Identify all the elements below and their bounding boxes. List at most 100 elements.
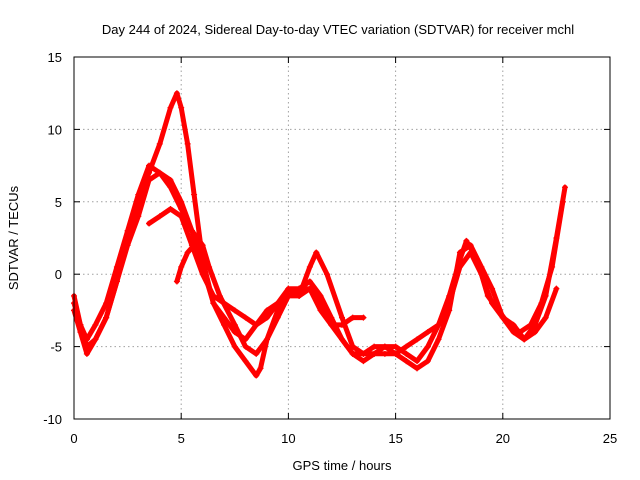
- data-point-trace-4: [403, 343, 410, 350]
- data-point-trace-4: [253, 321, 260, 328]
- data-point-trace-2: [403, 350, 410, 357]
- data-point-trace-3: [92, 336, 99, 343]
- data-point-trace-4: [424, 329, 431, 336]
- data-point-trace-2: [424, 343, 431, 350]
- data-point-trace-3: [146, 177, 153, 184]
- x-tick-label: 5: [178, 431, 185, 446]
- data-point-trace-2: [414, 358, 421, 365]
- data-point-trace-4: [510, 321, 517, 328]
- data-point-trace-3: [553, 235, 560, 241]
- data-point-trace-3: [531, 321, 538, 328]
- data-point-trace-4: [339, 336, 345, 343]
- data-point-trace-4: [371, 350, 378, 357]
- data-point-trace-2: [124, 227, 131, 234]
- data-point-trace-4: [553, 285, 560, 292]
- data-point-trace-3: [135, 213, 142, 220]
- data-point-trace-4: [199, 271, 206, 278]
- data-point-trace-1: [167, 104, 174, 111]
- data-point-trace-1: [231, 343, 238, 350]
- data-point-trace-2: [323, 271, 330, 278]
- data-point-trace-4: [167, 206, 174, 213]
- data-point-trace-3: [467, 242, 474, 249]
- data-point-trace-4: [489, 300, 496, 307]
- data-point-trace-4: [296, 285, 303, 292]
- grid-lines: [74, 57, 610, 419]
- data-point-trace-2: [306, 263, 313, 270]
- data-point-trace-3: [242, 343, 249, 350]
- data-point-trace-3: [156, 169, 163, 176]
- data-point-trace-2: [210, 300, 217, 307]
- data-point-trace-2: [146, 162, 153, 169]
- data-point-trace-2: [371, 343, 378, 350]
- data-point-trace-3: [360, 358, 367, 365]
- data-point-trace-3: [424, 358, 431, 365]
- data-point-trace-2: [463, 237, 470, 244]
- data-point-trace-2: [349, 343, 356, 350]
- y-tick-label: 0: [55, 267, 62, 282]
- y-axis-label: SDTVAR / TECUs: [6, 185, 21, 290]
- data-point-trace-3: [414, 365, 421, 372]
- series-line-trace-5: [174, 242, 210, 284]
- data-point-trace-1: [184, 140, 191, 147]
- data-point-trace-4: [446, 300, 453, 307]
- x-axis-label: GPS time / hours: [293, 458, 392, 473]
- data-point-trace-2: [221, 314, 228, 321]
- data-point-trace-1: [349, 314, 356, 321]
- data-point-trace-4: [285, 285, 292, 292]
- data-series: [71, 90, 568, 379]
- data-point-trace-4: [360, 350, 367, 357]
- data-point-trace-4: [435, 321, 442, 328]
- data-point-trace-4: [274, 300, 281, 307]
- data-point-trace-4: [317, 300, 324, 307]
- data-point-trace-2: [392, 343, 399, 350]
- data-point-trace-4: [178, 213, 185, 220]
- data-point-trace-4: [156, 213, 163, 220]
- data-point-trace-4: [467, 249, 474, 256]
- data-point-trace-5: [173, 278, 180, 285]
- data-point-trace-5: [184, 249, 191, 256]
- data-point-trace-3: [167, 184, 174, 191]
- data-point-trace-3: [456, 249, 463, 256]
- data-point-trace-1: [253, 372, 260, 379]
- data-point-trace-4: [542, 314, 549, 321]
- data-point-trace-1: [178, 104, 185, 111]
- data-point-trace-4: [414, 336, 421, 343]
- data-point-trace-5: [203, 263, 210, 270]
- data-point-trace-4: [146, 220, 153, 227]
- data-point-trace-3: [103, 314, 110, 321]
- data-point-trace-3: [285, 292, 292, 299]
- data-point-trace-1: [173, 90, 180, 97]
- data-point-trace-1: [242, 358, 249, 365]
- data-point-trace-3: [489, 285, 496, 292]
- data-point-trace-3: [188, 227, 195, 234]
- data-point-trace-1: [221, 321, 228, 328]
- data-point-trace-3: [199, 242, 206, 249]
- x-tick-label: 25: [603, 431, 617, 446]
- data-point-trace-2: [296, 292, 303, 299]
- data-point-trace-3: [124, 242, 131, 249]
- x-tick-label: 10: [281, 431, 295, 446]
- data-point-trace-5: [199, 256, 206, 263]
- data-point-trace-2: [339, 314, 345, 321]
- data-point-trace-3: [274, 314, 281, 321]
- data-point-trace-4: [231, 307, 238, 314]
- data-point-trace-3: [510, 329, 517, 336]
- data-point-trace-1: [191, 191, 198, 198]
- data-point-trace-3: [403, 358, 410, 365]
- data-point-trace-2: [135, 191, 142, 198]
- data-point-trace-2: [313, 249, 320, 256]
- data-point-trace-4: [210, 292, 217, 299]
- data-point-trace-3: [542, 292, 549, 299]
- data-point-trace-3: [178, 206, 185, 213]
- data-point-trace-4: [349, 350, 356, 357]
- series-line-trace-3: [71, 170, 568, 371]
- series-line-trace-1: [71, 90, 366, 379]
- data-point-trace-4: [306, 285, 313, 292]
- data-point-trace-3: [83, 350, 90, 357]
- data-point-trace-4: [478, 271, 485, 278]
- plot-frame: [73, 56, 611, 420]
- data-point-trace-4: [392, 350, 399, 357]
- data-point-trace-3: [113, 278, 120, 285]
- data-point-trace-4: [521, 336, 528, 343]
